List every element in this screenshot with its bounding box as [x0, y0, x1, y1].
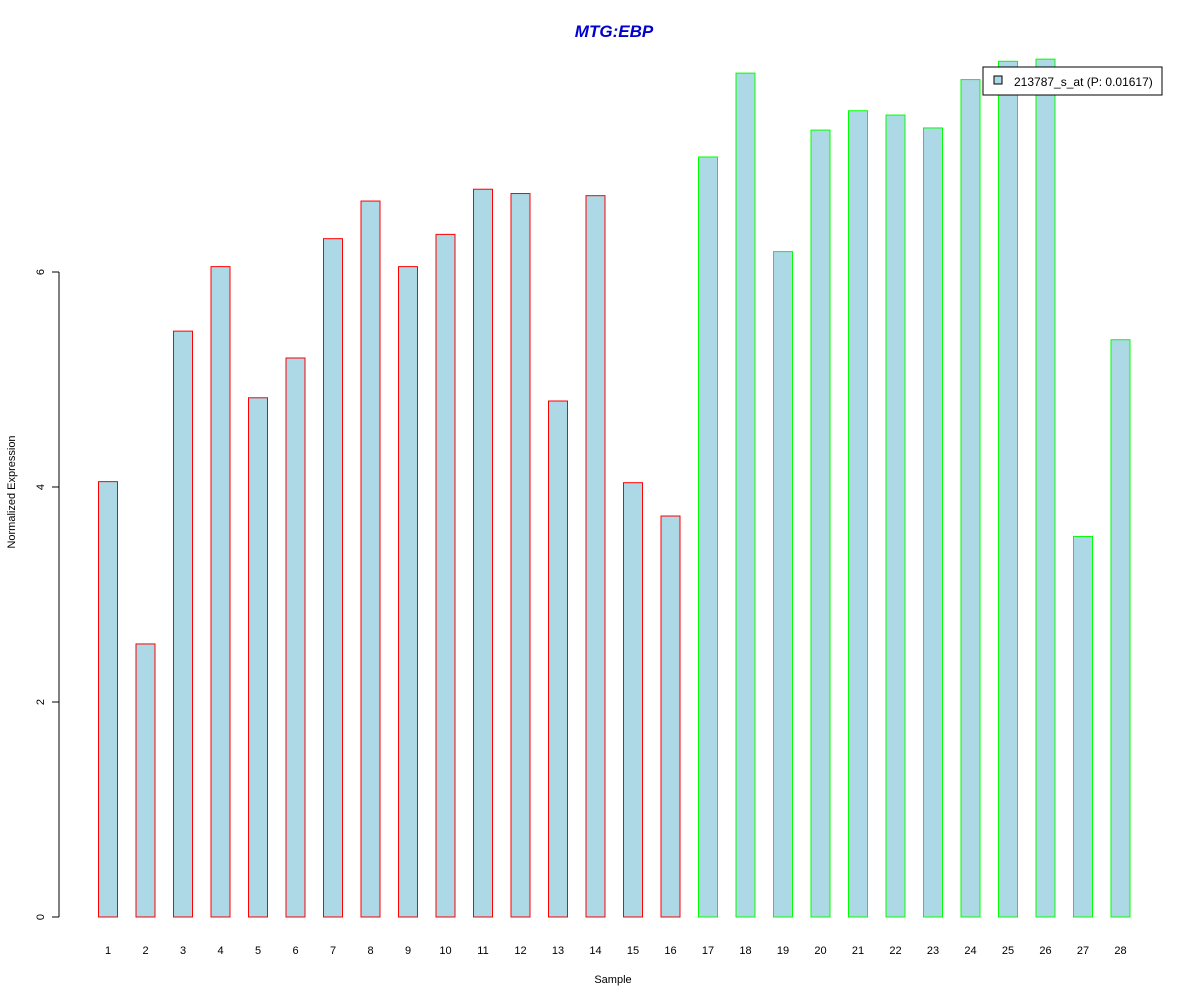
x-tick-label: 19	[777, 945, 789, 957]
x-axis-labels: 1 2 3 4 5 6 7 8 9 10 11 12 13 14 15 16 17 18 19 20 21 22 23 24 2…	[105, 945, 1127, 957]
bar-sample-7	[323, 238, 343, 918]
x-tick-label: 8	[367, 945, 373, 957]
bar-sample-26	[1035, 58, 1056, 918]
bar-sample-12	[510, 193, 531, 918]
x-tick-label: 26	[1039, 945, 1051, 957]
y-axis: 0 2 4 6	[35, 269, 60, 920]
x-tick-label: 6	[292, 945, 298, 957]
bar-sample-1	[98, 481, 118, 918]
legend: 213787_s_at (P: 0.01617)	[982, 66, 1163, 96]
bar-sample-25	[998, 60, 1018, 918]
x-tick-label: 11	[477, 945, 488, 957]
x-tick-label: 9	[405, 945, 411, 957]
y-axis-label: Normalized Expression	[6, 435, 18, 548]
x-tick-label: 20	[814, 945, 826, 957]
bar-sample-14	[585, 195, 606, 918]
bar-sample-6	[285, 357, 306, 918]
x-tick-label: 5	[255, 945, 261, 957]
x-tick-label: 12	[514, 945, 526, 957]
y-tick-label: 6	[35, 269, 47, 275]
bar-sample-27	[1073, 535, 1093, 918]
bar-sample-4	[210, 266, 231, 918]
x-tick-label: 18	[739, 945, 751, 957]
bar-sample-3	[173, 330, 193, 918]
bar-sample-5	[248, 397, 268, 918]
x-tick-label: 23	[927, 945, 939, 957]
x-tick-label: 27	[1077, 945, 1089, 957]
x-tick-label: 4	[217, 945, 223, 957]
bar-sample-18	[735, 72, 756, 918]
bar-sample-11	[473, 188, 493, 918]
x-tick-label: 21	[852, 945, 864, 957]
x-tick-label: 2	[142, 945, 148, 957]
x-tick-label: 13	[552, 945, 564, 957]
bar-sample-16	[660, 515, 681, 918]
bar-sample-22	[885, 114, 906, 918]
x-tick-label: 10	[439, 945, 451, 957]
y-tick-label: 0	[35, 914, 47, 920]
bar-sample-24	[960, 79, 981, 918]
y-tick-label: 4	[35, 484, 47, 490]
x-tick-label: 22	[889, 945, 901, 957]
x-tick-label: 28	[1114, 945, 1126, 957]
x-tick-label: 7	[330, 945, 336, 957]
x-tick-label: 25	[1002, 945, 1014, 957]
y-tick-label: 2	[35, 699, 47, 705]
bar-sample-20	[810, 129, 831, 918]
legend-entry: 213787_s_at (P: 0.01617)	[1014, 75, 1153, 89]
x-tick-label: 24	[964, 945, 976, 957]
bar-sample-10	[435, 233, 456, 918]
bars	[98, 58, 1131, 918]
bar-sample-21	[848, 110, 868, 918]
bar-sample-17	[698, 156, 718, 918]
bar-sample-15	[623, 482, 643, 918]
bar-sample-19	[773, 251, 793, 918]
legend-box	[982, 66, 1163, 96]
bar-sample-2	[135, 643, 156, 918]
x-axis-label: Sample	[594, 974, 631, 986]
bar-sample-23	[923, 127, 943, 918]
bar-sample-8	[360, 200, 381, 918]
bar-sample-13	[548, 400, 568, 918]
x-tick-label: 1	[105, 945, 111, 957]
x-tick-label: 14	[589, 945, 601, 957]
legend-swatch	[993, 75, 1003, 85]
x-tick-label: 3	[180, 945, 186, 957]
chart-title: MTG:EBP	[575, 22, 654, 41]
x-tick-label: 17	[702, 945, 714, 957]
bar-sample-9	[398, 266, 418, 918]
x-tick-label: 16	[664, 945, 676, 957]
bar-sample-28	[1110, 339, 1131, 918]
x-tick-label: 15	[627, 945, 639, 957]
